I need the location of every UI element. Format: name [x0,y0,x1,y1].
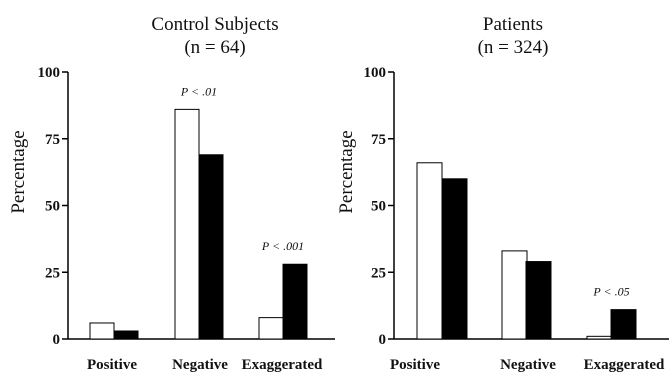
bar-negative-series-2 [198,154,224,340]
bar-exaggerated-series-2 [610,309,637,340]
category-label-negative: Negative [500,357,556,373]
bar-negative-series-1 [174,108,200,340]
bar-exaggerated-series-1 [258,317,284,340]
chart-title: Control Subjects [151,14,278,35]
category-label-positive: Positive [87,357,137,373]
y-tick-label: 25 [371,265,386,281]
significance-annotation: P < .01 [180,84,217,98]
significance-annotation: P < .05 [592,285,629,299]
bar-exaggerated-series-2 [282,263,308,340]
chart-title: Patients [483,14,543,35]
category-label-exaggerated: Exaggerated [584,357,665,373]
chart-subtitle: (n = 64) [184,37,245,58]
category-label-exaggerated: Exaggerated [242,357,323,373]
bar-positive-series-1 [89,322,115,340]
y-tick-label: 75 [371,132,386,148]
bar-negative-series-2 [525,261,552,340]
bar-negative-series-1 [501,250,528,340]
y-tick-label: 25 [45,265,60,281]
bar-positive-series-2 [113,330,139,340]
y-tick-label: 50 [371,199,386,215]
category-label-positive: Positive [390,357,440,373]
y-tick-label: 75 [45,132,60,148]
y-axis-label: Percentage [336,130,357,213]
chart-panel-1: Control Subjects(n = 64) Percentage 0 25 50 7… [8,14,335,373]
chart-panel-2: Patients(n = 324) Percentage 0 25 50 75 100 Pos… [336,14,669,373]
y-tick-label: 50 [45,199,60,215]
category-label-negative: Negative [172,357,228,373]
y-axis-label: Percentage [8,130,29,213]
bar-positive-series-2 [441,178,468,340]
significance-annotation: P < .001 [261,239,304,253]
bar-positive-series-1 [416,162,443,340]
chart-subtitle: (n = 324) [478,37,549,58]
y-tick-label: 0 [53,332,61,348]
y-tick-label: 0 [379,332,387,348]
y-tick-label: 100 [364,65,387,81]
y-tick-label: 100 [38,65,61,81]
bar-exaggerated-series-1 [586,335,613,340]
